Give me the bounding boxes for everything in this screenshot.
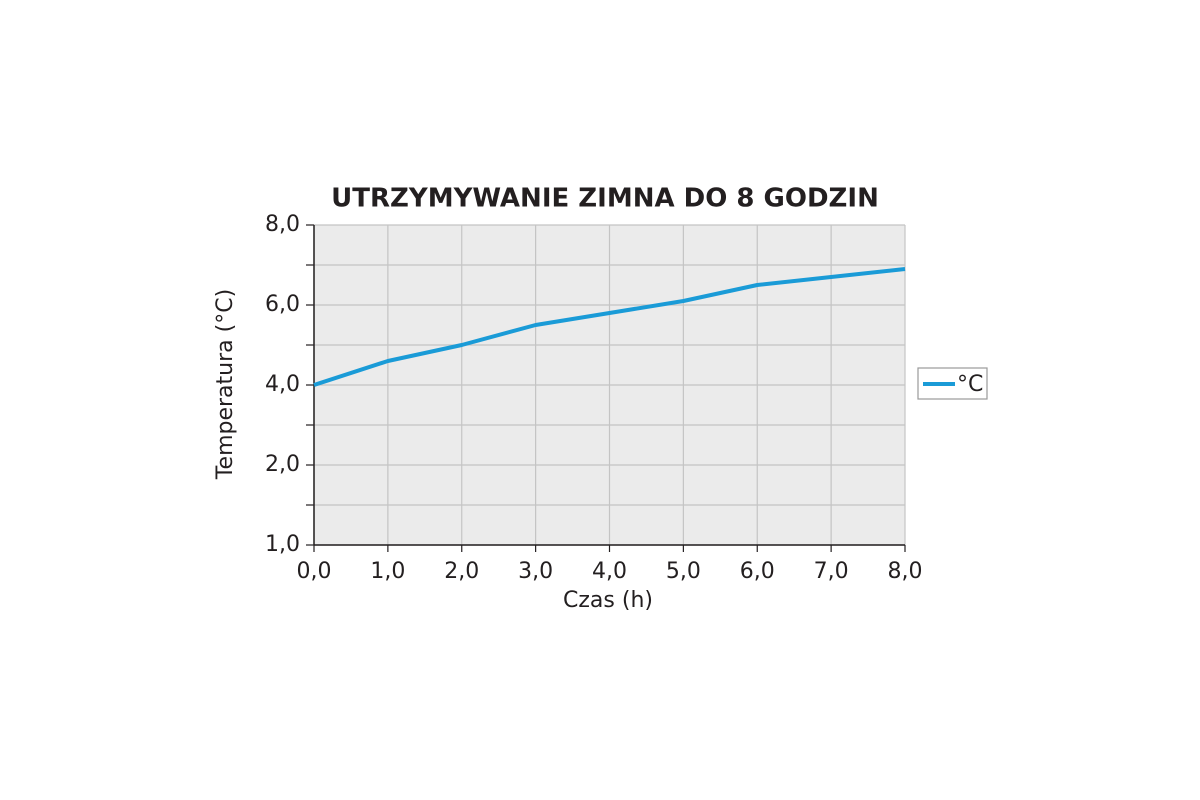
y-tick-label: 6,0 — [265, 292, 300, 317]
x-tick-label: 7,0 — [814, 559, 849, 584]
x-tick-label: 5,0 — [666, 559, 701, 584]
chart-title: UTRZYMYWANIE ZIMNA DO 8 GODZIN — [331, 184, 879, 214]
x-tick-label: 4,0 — [592, 559, 627, 584]
series-line — [313, 267, 906, 387]
y-tick-label: 8,0 — [265, 212, 300, 237]
x-tick-label: 1,0 — [370, 559, 405, 584]
x-tick-label: 3,0 — [518, 559, 553, 584]
y-tick-label: 1,0 — [265, 532, 300, 557]
x-axis-label: Czas (h) — [563, 588, 653, 613]
x-tick-label: 6,0 — [740, 559, 775, 584]
y-tick-label: 2,0 — [265, 452, 300, 477]
y-axis-label: Temperatura (°C) — [213, 289, 238, 480]
y-tick-label: 4,0 — [265, 372, 300, 397]
x-tick-label: 0,0 — [297, 559, 332, 584]
x-tick-label: 2,0 — [444, 559, 479, 584]
x-tick-label: 8,0 — [888, 559, 923, 584]
legend-label: °C — [957, 372, 983, 397]
